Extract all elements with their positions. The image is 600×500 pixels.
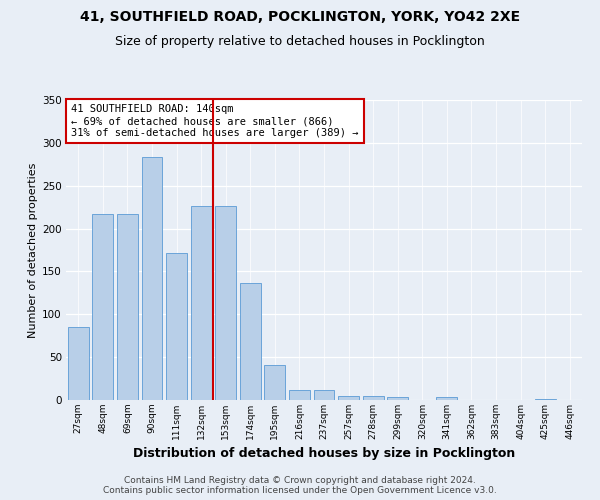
Bar bbox=[314, 390, 334, 400]
Text: Size of property relative to detached houses in Pocklington: Size of property relative to detached ho… bbox=[115, 35, 485, 48]
Bar bbox=[117, 214, 138, 400]
Bar bbox=[68, 327, 89, 400]
Bar bbox=[92, 214, 113, 400]
Text: 41 SOUTHFIELD ROAD: 140sqm
← 69% of detached houses are smaller (866)
31% of sem: 41 SOUTHFIELD ROAD: 140sqm ← 69% of deta… bbox=[71, 104, 359, 138]
Bar bbox=[289, 390, 310, 400]
Bar bbox=[142, 156, 163, 400]
Bar bbox=[215, 206, 236, 400]
Bar bbox=[166, 254, 187, 400]
Bar bbox=[535, 399, 556, 400]
Bar bbox=[265, 365, 286, 400]
Bar bbox=[240, 284, 261, 400]
X-axis label: Distribution of detached houses by size in Pocklington: Distribution of detached houses by size … bbox=[133, 448, 515, 460]
Text: Contains HM Land Registry data © Crown copyright and database right 2024.
Contai: Contains HM Land Registry data © Crown c… bbox=[103, 476, 497, 495]
Bar bbox=[387, 398, 408, 400]
Text: 41, SOUTHFIELD ROAD, POCKLINGTON, YORK, YO42 2XE: 41, SOUTHFIELD ROAD, POCKLINGTON, YORK, … bbox=[80, 10, 520, 24]
Bar bbox=[436, 398, 457, 400]
Y-axis label: Number of detached properties: Number of detached properties bbox=[28, 162, 38, 338]
Bar bbox=[191, 206, 212, 400]
Bar bbox=[338, 396, 359, 400]
Bar bbox=[362, 396, 383, 400]
